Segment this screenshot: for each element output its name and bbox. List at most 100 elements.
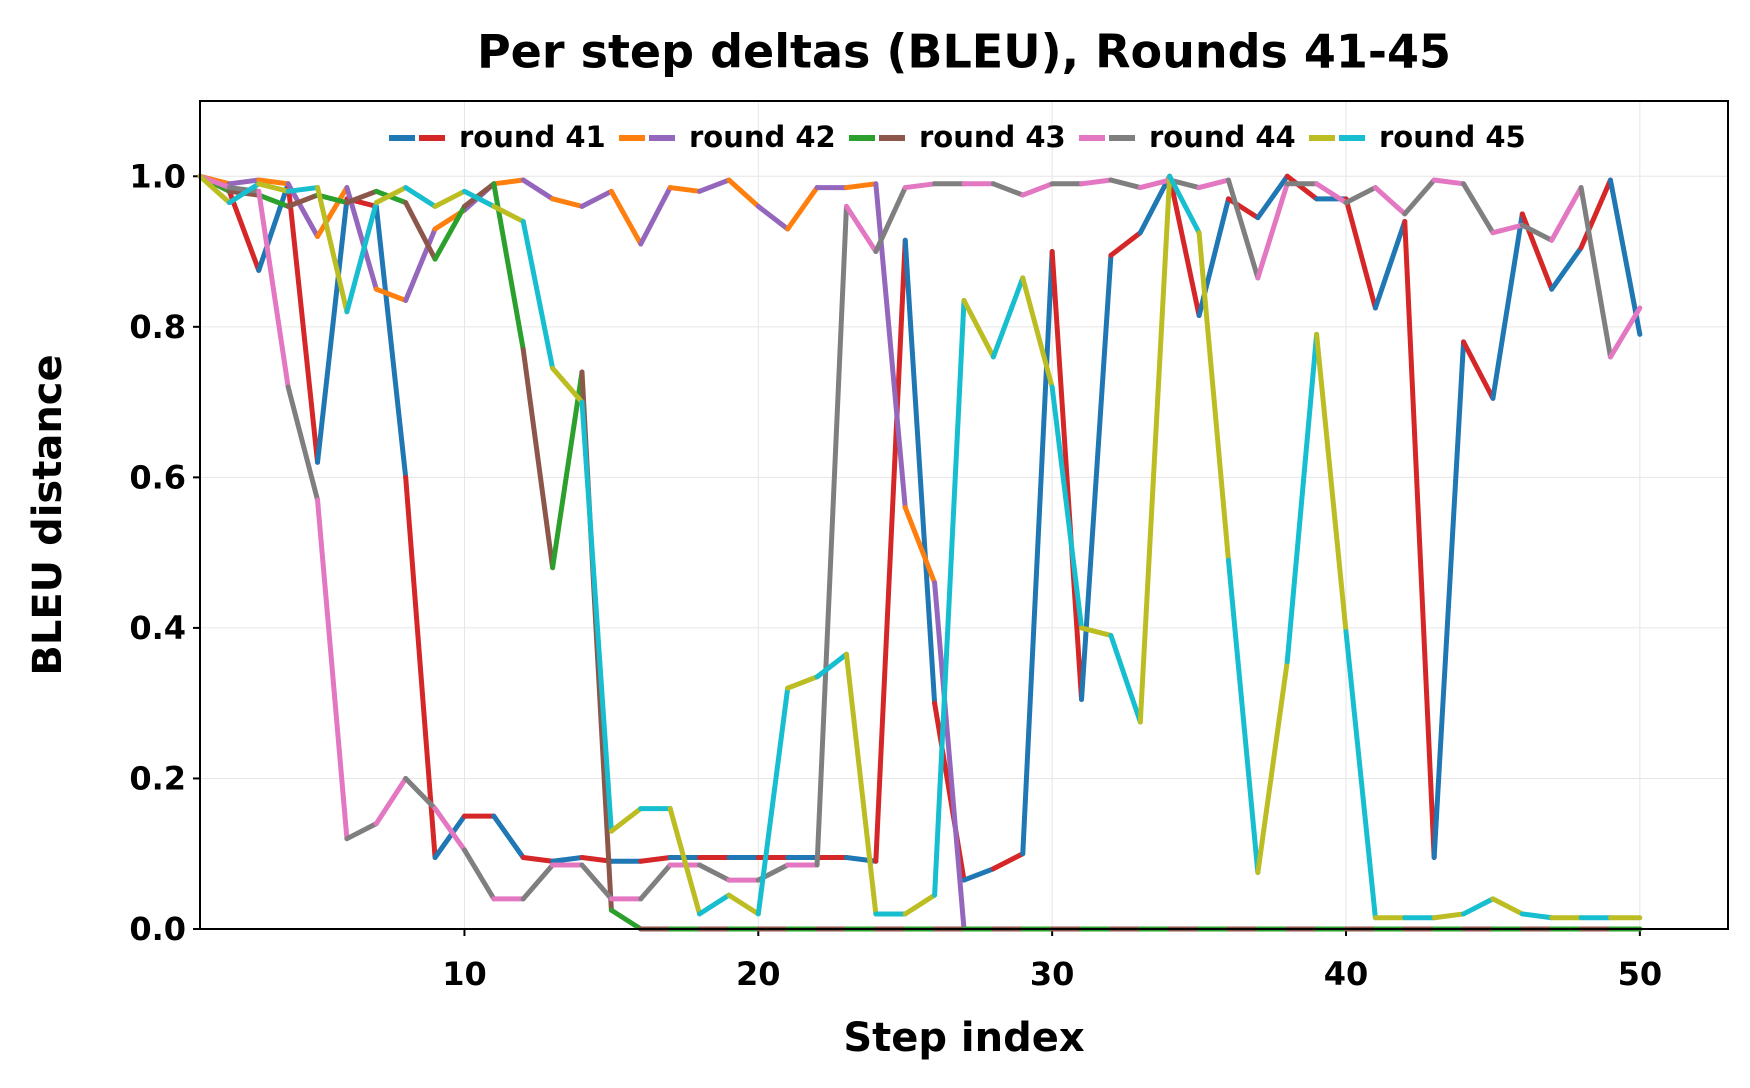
line-segment (1079, 252, 1114, 702)
line-segment (990, 851, 1026, 872)
line-segment (961, 297, 996, 360)
line-segment (1108, 177, 1143, 191)
line-segment (579, 399, 614, 834)
line-segment (315, 497, 350, 842)
series-line (197, 173, 1643, 921)
line-segment (1314, 181, 1349, 206)
line-segment (1255, 659, 1290, 876)
line-segment (197, 173, 232, 206)
line-segment (285, 185, 321, 194)
line-segment (1255, 173, 1290, 221)
x-axis-label: Step index (843, 1015, 1085, 1061)
line-segment (1461, 339, 1496, 401)
line-segment (1607, 305, 1643, 360)
line-segment (491, 813, 526, 860)
line-segment (226, 188, 262, 273)
line-segment (726, 892, 761, 917)
line-segment (1167, 173, 1202, 236)
line-segment (990, 181, 1026, 198)
line-segment (638, 862, 673, 902)
line-segment (344, 200, 379, 315)
x-tick-label: 40 (1324, 955, 1369, 993)
y-axis-label: BLEU distance (25, 354, 71, 675)
line-segment (550, 854, 585, 864)
x-tick-label: 50 (1618, 955, 1663, 993)
x-tick-label: 20 (736, 955, 781, 993)
line-segment (1255, 181, 1290, 281)
line-segment (1402, 218, 1437, 860)
line-segment (285, 384, 321, 503)
line-segment (1020, 181, 1055, 198)
line-segment (344, 188, 379, 206)
line-segment (1578, 177, 1613, 251)
line-segment (1343, 196, 1378, 311)
line-segment (256, 177, 291, 187)
line-segment (256, 181, 291, 194)
line-segment (1049, 384, 1085, 631)
line-segment (461, 188, 497, 209)
line-segment (1490, 896, 1525, 917)
line-segment (755, 203, 791, 232)
line-segment (1578, 185, 1613, 360)
line-segment (491, 203, 526, 224)
line-segment (256, 192, 291, 209)
line-segment (1314, 331, 1349, 635)
line-segment (1137, 177, 1173, 191)
line-segment (344, 185, 379, 292)
line-segment (843, 203, 879, 255)
legend-label: round 42 (689, 120, 836, 154)
line-segment (432, 188, 467, 209)
line-segment (608, 806, 644, 834)
line-segment (1167, 173, 1202, 319)
line-segment (373, 286, 409, 303)
line-segment (373, 185, 409, 206)
line-segment (256, 181, 291, 273)
x-tick-label: 10 (442, 955, 487, 993)
line-segment (785, 674, 820, 691)
line-segment (1108, 632, 1143, 725)
line-segment (785, 185, 820, 232)
line-segment (285, 181, 321, 465)
series-line (197, 173, 1643, 902)
line-segment (432, 806, 467, 853)
y-tick-label: 0.8 (129, 308, 186, 346)
line-segment (638, 854, 673, 864)
y-tick-label: 0.2 (129, 759, 186, 797)
line-segment (579, 188, 614, 209)
line-segment (432, 203, 467, 262)
line-segment (226, 185, 262, 194)
line-segment (461, 181, 497, 209)
line-segment (1137, 173, 1173, 236)
line-segment (1108, 230, 1143, 258)
line-segment (1343, 185, 1378, 206)
line-segment (520, 218, 556, 371)
line-segment (285, 192, 321, 209)
x-tick-label: 30 (1030, 955, 1075, 993)
line-segment (1284, 173, 1320, 202)
line-segment (1079, 625, 1114, 638)
line-segment (1431, 911, 1467, 921)
line-segment (1549, 245, 1584, 292)
line-segment (520, 177, 556, 202)
line-segment (1607, 177, 1643, 337)
line-segment (1431, 177, 1467, 187)
line-segment (403, 474, 438, 860)
line-segment (550, 369, 585, 571)
line-segment (1196, 230, 1231, 563)
series-line (197, 173, 1643, 932)
line-segment (226, 181, 262, 206)
line-segment (373, 775, 409, 827)
line-segment (1490, 211, 1525, 401)
y-tick-label: 0.6 (129, 458, 186, 496)
line-segment (902, 181, 938, 191)
line-segment (843, 181, 879, 191)
line-segment (1519, 911, 1555, 921)
line-segment (1020, 249, 1055, 857)
series-line (197, 173, 1643, 932)
line-segment (579, 862, 614, 902)
line-segment (902, 504, 938, 586)
legend-label: round 45 (1379, 120, 1526, 154)
line-segment (403, 775, 438, 812)
line-segment (520, 854, 556, 864)
